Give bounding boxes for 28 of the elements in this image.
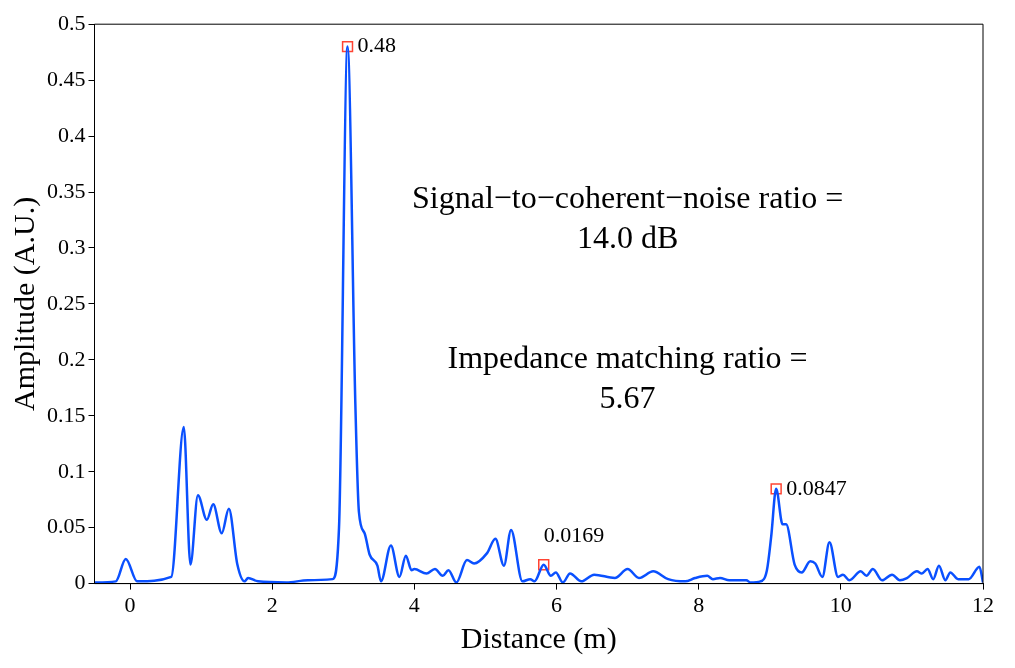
point — [538, 558, 550, 571]
y-tick-label: 0.2 — [58, 345, 86, 371]
x-tick-label: 2 — [266, 591, 278, 617]
point — [770, 483, 782, 495]
y-tick-label: 0.1 — [58, 457, 86, 483]
y-tick-label: 0.35 — [47, 177, 86, 203]
x-tick-label: 6 — [551, 591, 563, 617]
x-tick-label: 8 — [693, 591, 705, 617]
y-tick-label: 0.4 — [58, 121, 86, 147]
annotation: Signal−to−coherent−noise ratio = 14.0 dB — [412, 178, 844, 255]
y-tick-label: 0.25 — [47, 289, 86, 315]
y-tick-label: 0.45 — [47, 65, 86, 91]
annotation: 0.0169 — [543, 522, 605, 548]
y-tick-label: 0.5 — [58, 9, 86, 35]
x-tick-label: 0 — [124, 591, 136, 617]
y-axis-title: Amplitude (A.U.) — [6, 196, 41, 411]
y-tick-label: 0.05 — [47, 513, 86, 539]
y-tick-label: 0 — [74, 569, 86, 595]
annotation: 0.0847 — [786, 474, 847, 500]
annotation: 0.48 — [357, 32, 397, 58]
x-axis-title: Distance (m) — [460, 620, 617, 655]
x-tick-label: 12 — [972, 591, 994, 617]
x-tick-label: 10 — [829, 591, 852, 617]
x-tick-label: 4 — [408, 591, 420, 617]
y-tick-label: 0.3 — [58, 233, 86, 259]
y-tick-label: 0.15 — [47, 401, 86, 427]
annotation: Impedance matching ratio = 5.67 — [447, 338, 808, 415]
point — [341, 40, 354, 53]
